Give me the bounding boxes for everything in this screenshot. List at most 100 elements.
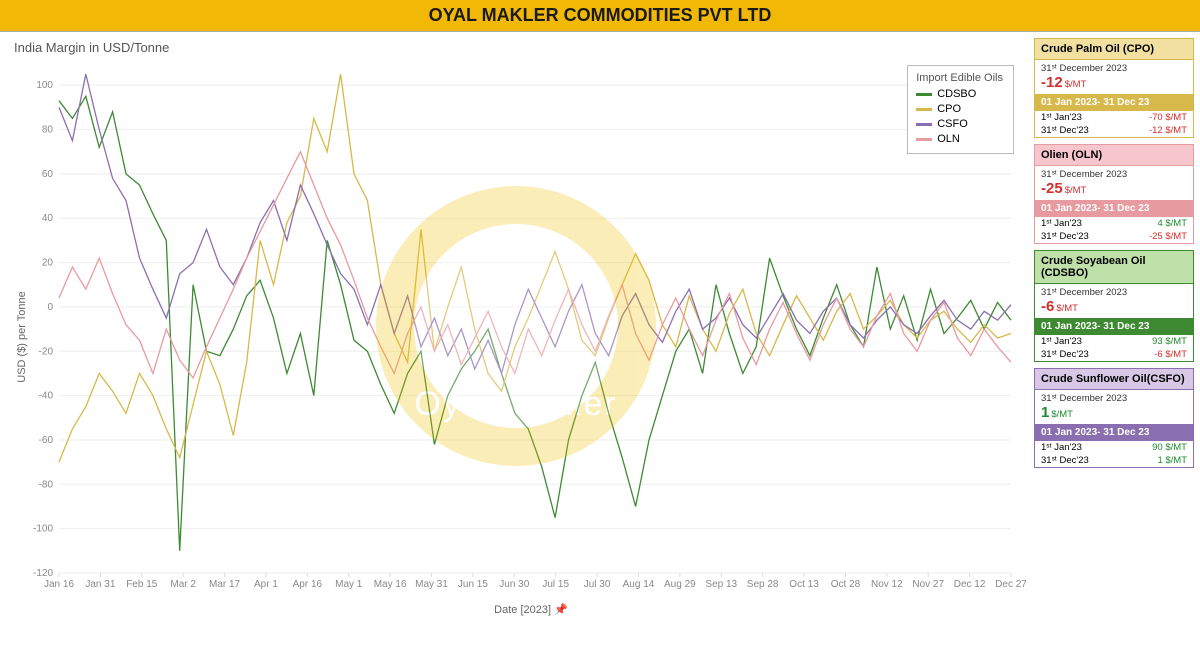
header-bar: OYAL MAKLER COMMODITIES PVT LTD: [0, 0, 1200, 32]
svg-text:Jun 15: Jun 15: [458, 579, 488, 590]
svg-text:-20: -20: [39, 346, 54, 357]
svg-text:Apr 16: Apr 16: [293, 579, 323, 590]
svg-text:Oct 13: Oct 13: [789, 579, 819, 590]
card-title: Crude Sunflower Oil(CSFO): [1035, 369, 1193, 390]
card-row-label: 1ˢᵗ Jan'23: [1041, 112, 1082, 123]
sidebar-cards: Crude Palm Oil (CPO)31ˢᵗ December 2023-1…: [1032, 32, 1200, 656]
card-date: 31ˢᵗ December 2023: [1041, 169, 1187, 180]
svg-text:Jan 31: Jan 31: [85, 579, 115, 590]
card-range-band: 01 Jan 2023- 31 Dec 23: [1035, 94, 1193, 111]
main-layout: India Margin in USD/Tonne Oyal Makler -1…: [0, 32, 1200, 656]
svg-text:20: 20: [42, 258, 54, 269]
summary-card: Crude Palm Oil (CPO)31ˢᵗ December 2023-1…: [1034, 38, 1194, 138]
svg-text:0: 0: [47, 302, 53, 313]
card-row: 31ˢᵗ Dec'23 -25 $/MT: [1035, 230, 1193, 243]
card-row: 31ˢᵗ Dec'231 $/MT: [1035, 454, 1193, 467]
x-axis-label: Date [2023] 📌: [494, 602, 568, 616]
legend-label: CDSBO: [937, 87, 976, 102]
svg-text:80: 80: [42, 125, 54, 136]
card-row-value: -12 $/MT: [1149, 125, 1187, 136]
legend-swatch: [916, 138, 932, 141]
svg-text:Dec 12: Dec 12: [954, 579, 986, 590]
card-row-value: 90 $/MT: [1152, 442, 1187, 453]
card-date: 31ˢᵗ December 2023: [1041, 393, 1187, 404]
card-row-value: -25 $/MT: [1149, 231, 1187, 242]
card-row-value: 4 $/MT: [1157, 218, 1187, 229]
chart-wrap: Oyal Makler -120-100-80-60-40-2002040608…: [6, 57, 1026, 617]
card-title: Crude Soyabean Oil (CDSBO): [1035, 251, 1193, 284]
summary-card: Crude Soyabean Oil (CDSBO) 31ˢᵗ December …: [1034, 250, 1194, 362]
series-oln[interactable]: [59, 152, 1011, 378]
svg-text:-120: -120: [33, 568, 53, 579]
svg-text:Sep 13: Sep 13: [705, 579, 737, 590]
card-value: -6$/MT: [1041, 298, 1187, 315]
chart-title: India Margin in USD/Tonne: [14, 40, 1026, 55]
legend-title: Import Edible Oils: [916, 72, 1003, 84]
card-value: -25$/MT: [1041, 180, 1187, 197]
card-row-label: 1ˢᵗ Jan'23: [1041, 442, 1082, 453]
svg-text:Mar 17: Mar 17: [209, 579, 241, 590]
card-date: 31ˢᵗ December 2023: [1041, 287, 1187, 298]
svg-text:Aug 29: Aug 29: [664, 579, 696, 590]
svg-text:Nov 12: Nov 12: [871, 579, 903, 590]
card-row-label: 31ˢᵗ Dec'23: [1041, 455, 1089, 466]
card-value: 1$/MT: [1041, 404, 1187, 421]
svg-text:Oct 28: Oct 28: [831, 579, 861, 590]
card-row-value: 93 $/MT: [1152, 336, 1187, 347]
svg-text:-100: -100: [33, 524, 53, 535]
svg-text:Jan 16: Jan 16: [44, 579, 74, 590]
svg-text:Aug 14: Aug 14: [623, 579, 655, 590]
card-row: 31ˢᵗ Dec'23 -12 $/MT: [1035, 124, 1193, 137]
svg-text:40: 40: [42, 213, 54, 224]
legend-label: CPO: [937, 102, 961, 117]
summary-card: Olien (OLN)31ˢᵗ December 2023-25$/MT01 J…: [1034, 144, 1194, 244]
series-cpo[interactable]: [59, 74, 1011, 462]
legend-swatch: [916, 93, 932, 96]
legend-label: OLN: [937, 132, 960, 147]
card-row: 1ˢᵗ Jan'23 4 $/MT: [1035, 217, 1193, 230]
card-row-label: 31ˢᵗ Dec'23: [1041, 349, 1089, 360]
header-title: OYAL MAKLER COMMODITIES PVT LTD: [429, 5, 772, 26]
card-row-value: -70 $/MT: [1149, 112, 1187, 123]
svg-text:Jul 30: Jul 30: [584, 579, 611, 590]
chart-legend: Import Edible Oils CDSBOCPOCSFOOLN: [907, 65, 1014, 154]
legend-label: CSFO: [937, 117, 968, 132]
card-row: 1ˢᵗ Jan'23 93 $/MT: [1035, 335, 1193, 348]
chart-area: India Margin in USD/Tonne Oyal Makler -1…: [0, 32, 1032, 656]
card-date: 31ˢᵗ December 2023: [1041, 63, 1187, 74]
card-row-label: 1ˢᵗ Jan'23: [1041, 218, 1082, 229]
card-range-band: 01 Jan 2023- 31 Dec 23: [1035, 424, 1193, 441]
legend-item-oln[interactable]: OLN: [916, 132, 1003, 147]
card-row: 1ˢᵗ Jan'23 -70 $/MT: [1035, 111, 1193, 124]
card-row: 1ˢᵗ Jan'23 90 $/MT: [1035, 441, 1193, 454]
y-axis-label: USD ($) per Tonne: [16, 291, 28, 383]
svg-text:-80: -80: [39, 479, 54, 490]
svg-text:May 31: May 31: [415, 579, 448, 590]
card-row: 31ˢᵗ Dec'23 -6 $/MT: [1035, 348, 1193, 361]
card-row-label: 31ˢᵗ Dec'23: [1041, 125, 1089, 136]
legend-swatch: [916, 108, 932, 111]
line-chart[interactable]: -120-100-80-60-40-20020406080100 Jan 16J…: [6, 57, 1026, 617]
legend-item-csfo[interactable]: CSFO: [916, 117, 1003, 132]
card-row-label: 31ˢᵗ Dec'23: [1041, 231, 1089, 242]
card-value: -12$/MT: [1041, 74, 1187, 91]
svg-text:May 16: May 16: [374, 579, 407, 590]
svg-text:May 1: May 1: [335, 579, 363, 590]
svg-text:Dec 27: Dec 27: [995, 579, 1026, 590]
card-title: Crude Palm Oil (CPO): [1035, 39, 1193, 60]
svg-text:Jul 15: Jul 15: [542, 579, 569, 590]
svg-text:-60: -60: [39, 435, 54, 446]
svg-text:Sep 28: Sep 28: [747, 579, 779, 590]
card-row-label: 1ˢᵗ Jan'23: [1041, 336, 1082, 347]
legend-swatch: [916, 123, 932, 126]
summary-card: Crude Sunflower Oil(CSFO) 31ˢᵗ December 2…: [1034, 368, 1194, 468]
svg-text:-40: -40: [39, 391, 54, 402]
svg-text:Apr 1: Apr 1: [254, 579, 278, 590]
svg-text:Feb 15: Feb 15: [126, 579, 158, 590]
legend-item-cpo[interactable]: CPO: [916, 102, 1003, 117]
card-row-value: -6 $/MT: [1154, 349, 1187, 360]
svg-text:Nov 27: Nov 27: [912, 579, 944, 590]
svg-text:60: 60: [42, 169, 54, 180]
legend-item-cdsbo[interactable]: CDSBO: [916, 87, 1003, 102]
card-range-band: 01 Jan 2023- 31 Dec 23: [1035, 200, 1193, 217]
